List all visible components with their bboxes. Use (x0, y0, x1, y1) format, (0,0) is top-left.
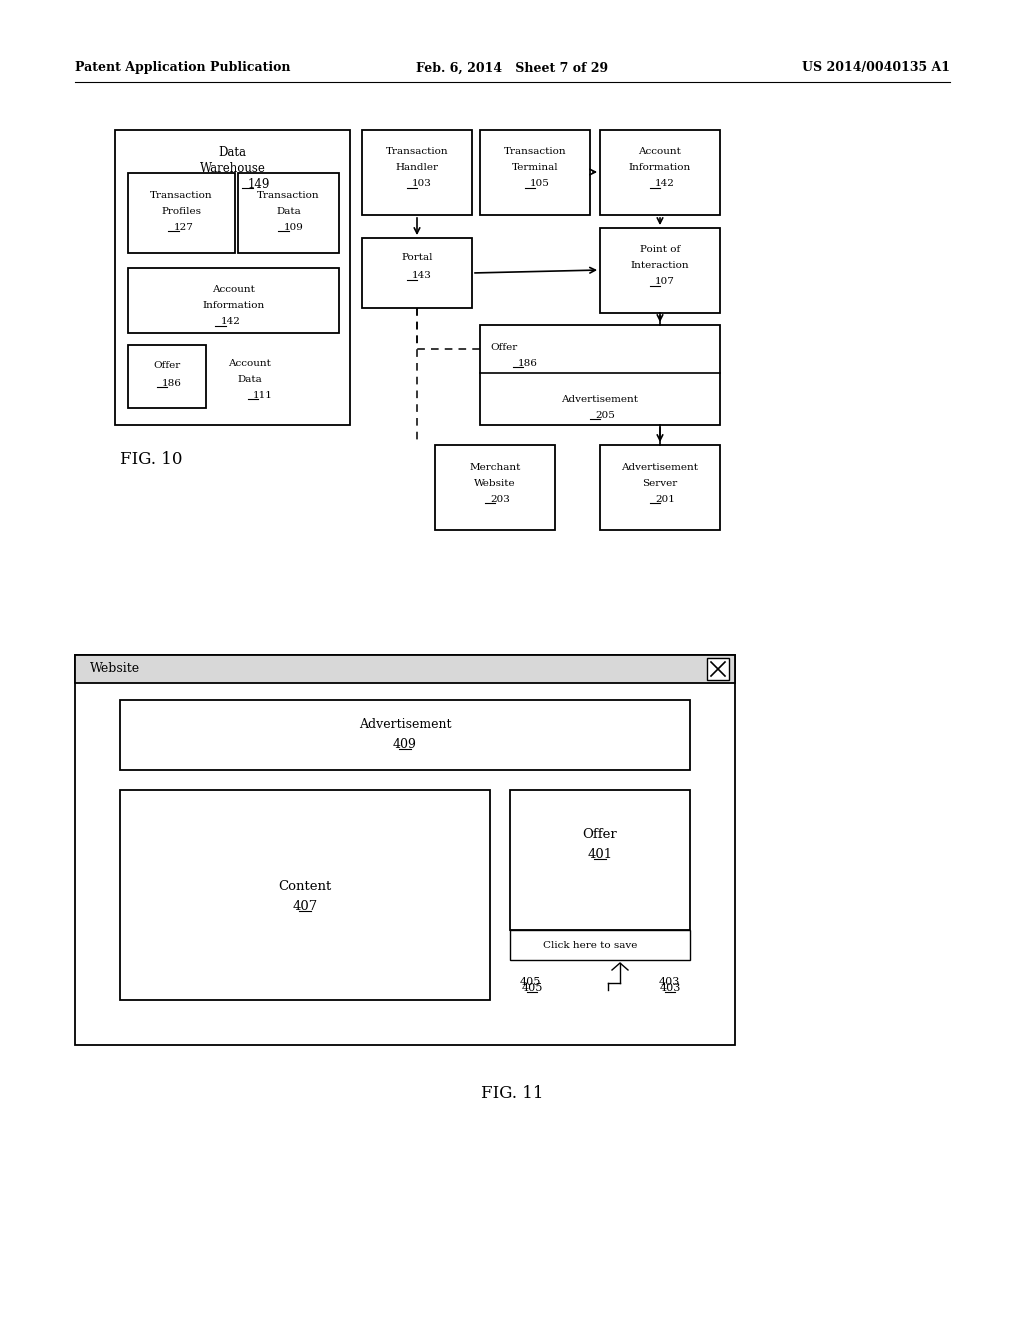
Bar (75, 655, 735, 1045)
Text: Offer: Offer (583, 829, 617, 842)
Text: Transaction: Transaction (257, 190, 319, 199)
Bar (120, 700, 690, 770)
Text: Data: Data (276, 206, 301, 215)
Text: FIG. 11: FIG. 11 (480, 1085, 544, 1101)
Text: Transaction: Transaction (504, 148, 566, 157)
Text: Patent Application Publication: Patent Application Publication (75, 62, 291, 74)
Text: FIG. 10: FIG. 10 (120, 451, 182, 469)
Text: Point of: Point of (640, 246, 680, 255)
Text: Information: Information (203, 301, 264, 310)
Text: 401: 401 (588, 849, 612, 862)
Text: 111: 111 (253, 391, 272, 400)
Text: 203: 203 (490, 495, 510, 503)
Text: 186: 186 (162, 379, 182, 388)
Bar (435, 445, 555, 531)
Text: 142: 142 (655, 180, 675, 189)
Text: 407: 407 (293, 900, 317, 913)
Bar (480, 129, 590, 215)
Bar (600, 445, 720, 531)
Bar (115, 129, 350, 425)
Text: US 2014/0040135 A1: US 2014/0040135 A1 (802, 62, 950, 74)
Text: Interaction: Interaction (631, 261, 689, 271)
Text: Handler: Handler (395, 164, 438, 173)
Bar (75, 655, 735, 682)
Text: 142: 142 (220, 318, 241, 326)
Text: 107: 107 (655, 277, 675, 286)
Text: 186: 186 (518, 359, 538, 367)
Text: 201: 201 (655, 495, 675, 503)
Text: 149: 149 (248, 177, 270, 190)
Text: 143: 143 (412, 272, 432, 281)
Text: Transaction: Transaction (386, 148, 449, 157)
Text: 105: 105 (530, 180, 550, 189)
Text: 103: 103 (412, 180, 432, 189)
Text: Account: Account (639, 148, 681, 157)
Text: 205: 205 (595, 411, 614, 420)
Bar (120, 789, 490, 1001)
Text: Profiles: Profiles (162, 206, 202, 215)
Text: Click here to save: Click here to save (543, 940, 637, 949)
Bar (128, 173, 234, 253)
Text: 403: 403 (658, 977, 680, 987)
Bar (362, 238, 472, 308)
Bar (238, 173, 339, 253)
Text: Information: Information (629, 164, 691, 173)
Text: 405: 405 (520, 977, 542, 987)
Text: 127: 127 (173, 223, 194, 231)
Bar (362, 129, 472, 215)
Text: Account: Account (212, 285, 255, 294)
Text: Merchant: Merchant (469, 462, 520, 471)
Text: Data: Data (238, 375, 262, 384)
Text: Warehouse: Warehouse (200, 161, 265, 174)
Text: 109: 109 (284, 223, 303, 231)
Text: Portal: Portal (401, 253, 433, 263)
Text: Advertisement: Advertisement (561, 395, 639, 404)
Text: Offer: Offer (154, 360, 180, 370)
Text: Feb. 6, 2014   Sheet 7 of 29: Feb. 6, 2014 Sheet 7 of 29 (416, 62, 608, 74)
Text: Website: Website (90, 663, 140, 676)
Bar (600, 129, 720, 215)
Text: Server: Server (642, 479, 678, 487)
Bar (600, 228, 720, 313)
Text: Advertisement: Advertisement (358, 718, 452, 731)
Text: Content: Content (279, 880, 332, 894)
Bar (707, 657, 729, 680)
Bar (510, 789, 690, 931)
Text: Account: Account (228, 359, 271, 367)
Text: Offer: Offer (490, 342, 517, 351)
Text: Advertisement: Advertisement (622, 462, 698, 471)
Text: Terminal: Terminal (512, 164, 558, 173)
Text: Website: Website (474, 479, 516, 487)
Text: 409: 409 (393, 738, 417, 751)
Bar (128, 268, 339, 333)
Text: Data: Data (218, 145, 247, 158)
Text: Transaction: Transaction (151, 190, 213, 199)
Text: 403: 403 (659, 983, 681, 993)
Text: 405: 405 (521, 983, 543, 993)
Bar (510, 931, 690, 960)
Bar (480, 325, 720, 425)
Bar (128, 345, 206, 408)
